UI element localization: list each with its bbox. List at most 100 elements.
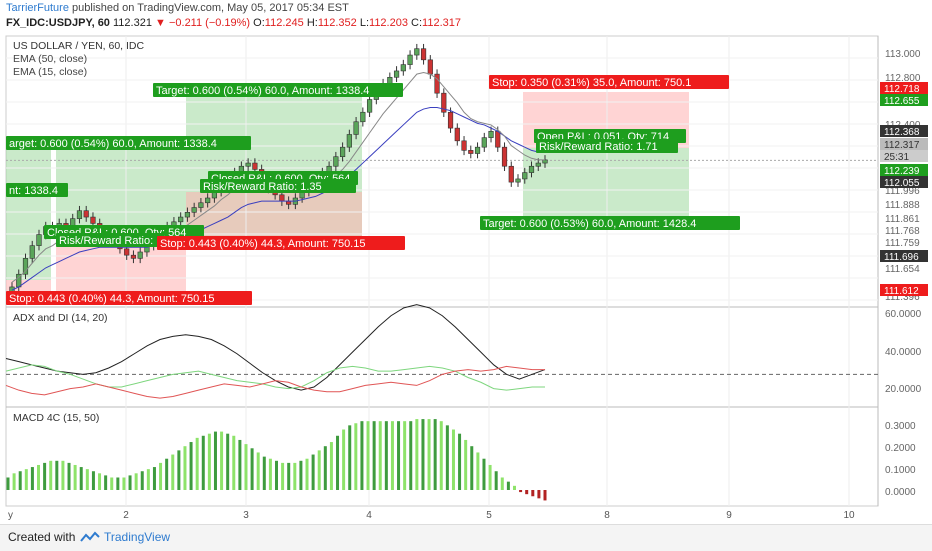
ema-50-legend: EMA (50, close) [13,53,87,65]
macd-bar [171,454,175,490]
macd-bar [268,458,272,490]
macd-bar [397,421,401,490]
macd-bar [146,469,150,490]
macd-bar [24,469,28,490]
macd-bar [366,421,370,490]
candle-body [245,162,251,167]
publish-info: published on TradingView.com, May 05, 20… [72,2,349,14]
long-2-loss-zone-b [186,192,362,238]
macd-bar [360,421,364,490]
price-tag-label: 111.696 [884,252,919,263]
short-target-label: Target: 0.600 (0.53%) 60.0, Amount: 1428… [483,218,696,230]
macd-bar [232,435,236,490]
candle-body [178,216,184,223]
macd-bar [384,421,388,490]
macd-bar [6,477,10,490]
candle-body [137,251,143,259]
macd-bar [390,421,394,490]
macd-bar [201,435,205,490]
macd-bar [213,431,217,490]
time-tick-label: 4 [366,510,372,521]
macd-bar [244,444,248,490]
candle-body [29,245,35,259]
long-1-stop-label-bg [6,291,252,305]
price-tag-label: 112.655 [884,96,920,107]
adx-tick-label: 20.0000 [885,384,922,395]
chart-canvas[interactable]: arget: 0.600 (0.54%) 60.0, Amount: 1338.… [0,32,932,524]
long-1-target-label-bg [6,136,251,150]
candle-body [447,111,454,129]
price-tag-label: 25:31 [884,152,909,163]
macd-bar [329,442,333,490]
short-rr-label: Risk/Reward Ratio: 1.71 [539,141,658,153]
macd-bar [348,425,352,490]
macd-bar [372,421,376,490]
price-tick-label: 111.654 [885,264,920,275]
tradingview-logo-icon [80,531,100,542]
adx-tick-label: 40.0000 [885,347,922,358]
candle-body [522,172,528,180]
macd-bar [305,458,309,490]
candle-body [36,234,42,246]
price-tag-label: 112.368 [884,127,920,138]
high-value: 112.352 [317,17,357,29]
price-tag-bg [880,94,928,106]
long-2-target-label: Target: 0.600 (0.54%) 60.0, Amount: 1338… [156,85,369,97]
price-tick-label: 111.396 [885,292,920,303]
macd-bar [183,446,187,490]
candle-body [441,92,447,113]
candle-body [198,202,204,208]
candle-body [481,137,487,148]
candle-body [83,210,89,218]
macd-bar [439,421,443,490]
macd-bar [177,450,181,490]
candle-body [130,254,137,259]
symbol-label: FX_IDC:USDJPY, 60 [6,17,110,29]
price-tick-label: 111.996 [885,186,920,197]
macd-bar [43,462,47,490]
macd-bar [482,458,486,490]
macd-bar [409,421,413,490]
long-1-profit-zone [6,146,51,280]
macd-bar [12,473,16,490]
macd-bar [537,490,541,499]
macd-bar [67,462,71,490]
macd-bar [37,464,41,490]
short-stop-label-bg [489,75,729,89]
candle-body [339,146,346,158]
author-link[interactable]: TarrierFuture [6,2,69,14]
macd-bar [488,464,492,490]
macd-bar [122,477,126,490]
long-2-stop-label: Stop: 0.443 (0.40%) 44.3, Amount: 750.15 [160,238,365,250]
candle-body [400,64,406,72]
macd-bar [110,477,114,490]
macd-bar [262,456,266,490]
macd-bar [519,490,523,493]
macd-bar [207,433,211,490]
price-tag-bg [880,250,928,262]
last-price: 112.321 [113,17,152,29]
candle-body [434,73,440,94]
macd-tick-label: 0.3000 [885,421,916,432]
macd-bar [512,485,516,490]
macd-bar [220,431,224,490]
price-tag-label: 112.239 [884,166,920,177]
macd-bar [73,464,77,490]
short-profit-zone [523,148,689,224]
macd-bar [506,481,510,490]
tradingview-link[interactable]: TradingView [104,530,171,544]
long-1-partial-label: nt: 1338.4 [9,185,58,197]
long-2-profit-zone-a [56,146,186,238]
macd-bar [299,460,303,490]
high-label: H: [306,17,318,29]
time-tick-label: 10 [843,510,855,521]
candle-body [427,59,433,75]
macd-bar [445,425,449,490]
publish-header: TarrierFuture published on TradingView.c… [6,1,349,16]
adx-tick-label: 60.0000 [885,309,922,320]
candle-body [333,156,339,167]
footer-bar: Created with TradingView [0,524,932,551]
price-tag-bg [880,176,928,188]
macd-tick-label: 0.2000 [885,443,916,454]
long-2-rr-label-bg [200,179,356,193]
